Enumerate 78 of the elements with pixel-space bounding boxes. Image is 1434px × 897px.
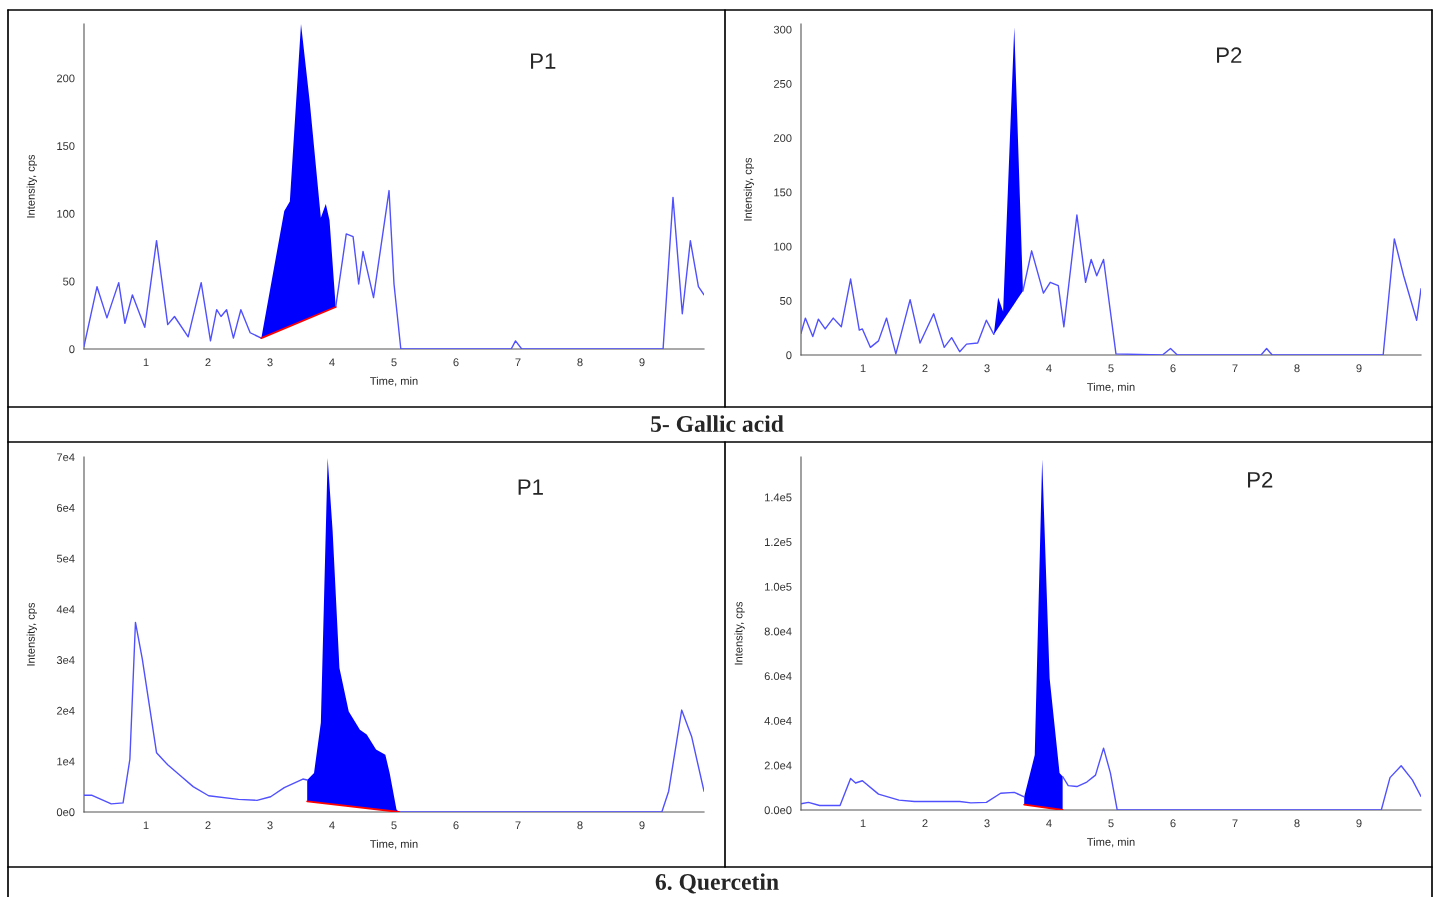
text: P2 (1217, 47, 1242, 63)
x-tick-label: 4 (1046, 364, 1052, 373)
x-tick-label: 9 (639, 821, 645, 830)
x-tick-label: 8 (577, 821, 583, 830)
x-tick-label: 7 (1232, 364, 1238, 373)
y-tick-label: 0 (69, 345, 75, 354)
y-tick-label: 6.0e4 (764, 672, 792, 681)
x-tick-label: 4 (1046, 819, 1052, 828)
y-tick-label: 8.0e4 (764, 627, 792, 636)
y-tick-label: 0.0e0 (764, 806, 792, 815)
x-tick-label: 9 (639, 358, 645, 367)
y-axis-title: Intensity, cps (26, 602, 37, 666)
text: P1 (518, 479, 543, 495)
text: P1 (531, 53, 556, 69)
y-tick-label: 150 (57, 142, 75, 151)
x-tick-label: 5 (1108, 819, 1114, 828)
y-tick-label: 1e4 (57, 757, 75, 766)
x-axis-title: Time, min (1087, 382, 1135, 393)
y-axis-title: Intensity, cps (26, 154, 37, 218)
y-tick-label: 200 (773, 134, 792, 143)
x-tick-label: 3 (267, 358, 273, 367)
x-axis-title: Time, min (370, 376, 418, 387)
y-tick-label: 100 (57, 209, 75, 218)
x-tick-label: 8 (1294, 819, 1300, 828)
y-tick-label: 1.0e5 (765, 582, 792, 591)
y-tick-label: 200 (56, 74, 75, 83)
x-axis-title: Time, min (1087, 837, 1135, 848)
x-tick-label: 6 (1170, 819, 1176, 828)
x-tick-label: 4 (329, 821, 335, 830)
y-tick-label: 0 (786, 351, 792, 360)
x-tick-label: 8 (1294, 364, 1300, 373)
x-tick-label: 5 (1108, 364, 1114, 373)
text: P2 (1248, 471, 1273, 488)
y-axis-title: Intensity, cps (734, 601, 745, 665)
x-tick-label: 2 (922, 819, 928, 828)
text: 6. Quercetin (655, 873, 779, 894)
x-tick-label: 6 (453, 358, 459, 367)
y-tick-label: 5e4 (56, 554, 75, 563)
y-tick-label: 300 (773, 25, 792, 34)
y-tick-label: 0e0 (56, 808, 75, 817)
y-tick-label: 1.2e5 (765, 538, 792, 547)
x-tick-label: 2 (205, 358, 211, 367)
y-tick-label: 4.0e4 (764, 716, 792, 725)
x-tick-label: 8 (577, 358, 583, 367)
x-tick-label: 1 (143, 358, 149, 367)
x-tick-label: 4 (329, 358, 335, 367)
x-tick-label: 2 (922, 364, 928, 373)
y-tick-label: 150 (774, 188, 792, 197)
x-tick-label: 2 (205, 821, 211, 830)
x-tick-label: 9 (1356, 364, 1362, 373)
x-axis-title: Time, min (370, 839, 418, 850)
x-tick-label: 7 (1232, 819, 1238, 828)
y-tick-label: 3e4 (56, 656, 75, 664)
y-tick-label: 2e4 (56, 706, 75, 715)
x-tick-label: 1 (860, 364, 866, 373)
y-tick-label: 100 (774, 242, 792, 251)
x-tick-label: 7 (515, 358, 521, 367)
x-tick-label: 5 (391, 358, 397, 367)
x-tick-label: 6 (1170, 364, 1176, 373)
x-tick-label: 3 (984, 819, 990, 828)
x-tick-label: 3 (267, 821, 273, 830)
y-tick-label: 1.4e5 (765, 493, 792, 502)
x-tick-label: 1 (860, 819, 866, 828)
x-tick-label: 6 (453, 821, 459, 830)
y-tick-label: 250 (773, 79, 792, 88)
x-tick-label: 7 (515, 821, 521, 830)
x-tick-label: 9 (1356, 819, 1362, 828)
y-tick-label: 2.0e4 (764, 761, 792, 770)
y-tick-label: 50 (780, 297, 792, 305)
y-tick-label: 7e4 (57, 453, 75, 462)
text: 5- Gallic acid (651, 415, 784, 432)
x-tick-label: 1 (143, 821, 149, 830)
y-tick-label: 6e4 (57, 503, 75, 512)
x-tick-label: 3 (984, 364, 990, 373)
y-axis-title: Intensity, cps (743, 157, 754, 221)
x-tick-label: 5 (391, 821, 397, 830)
y-tick-label: 4e4 (56, 605, 75, 614)
y-tick-label: 50 (63, 277, 75, 286)
